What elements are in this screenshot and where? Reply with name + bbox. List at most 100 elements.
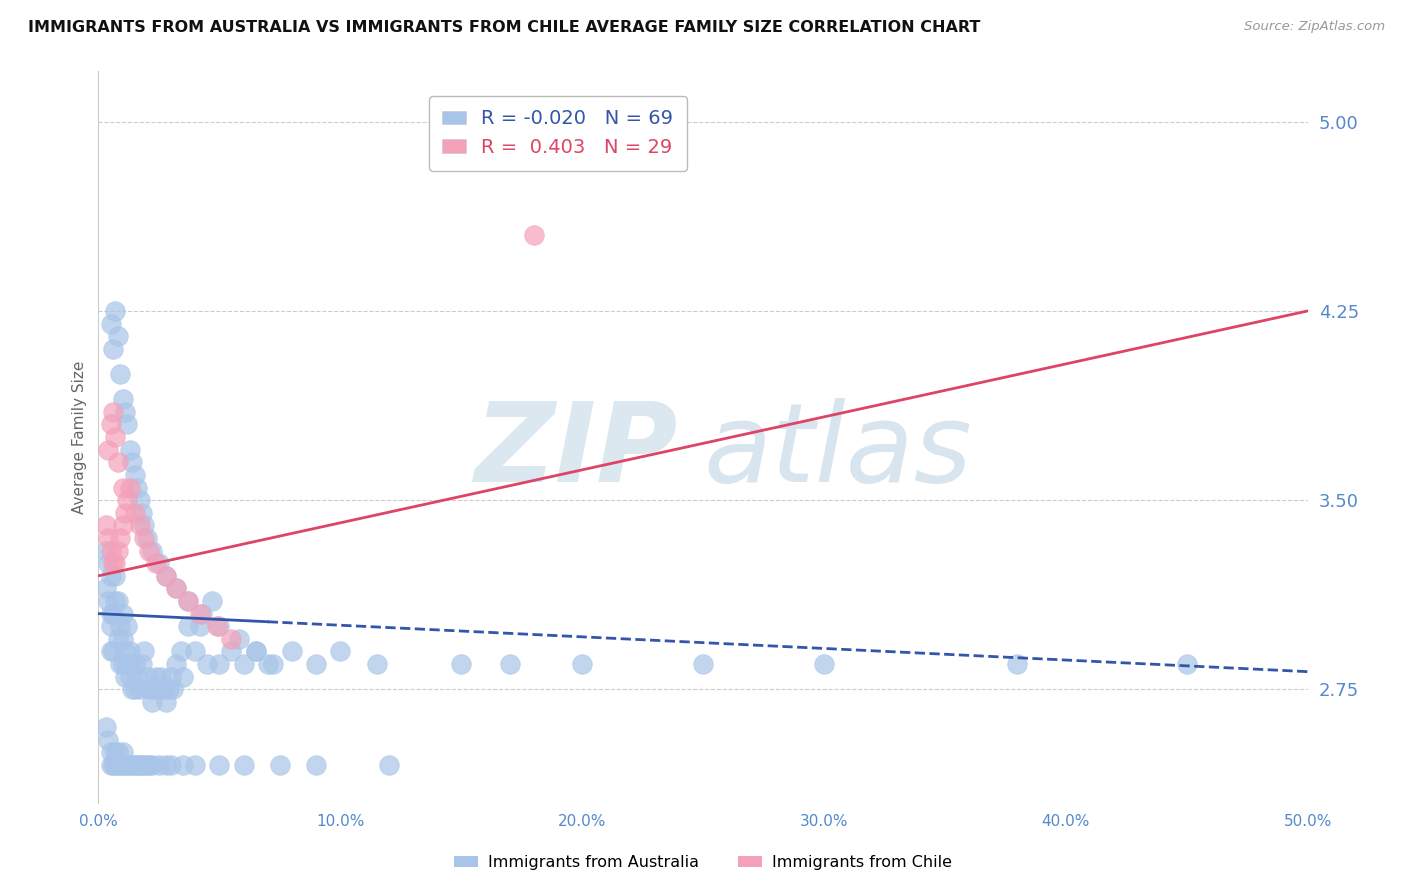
Point [232,657,254,671]
Point [262,657,284,671]
Point [177,594,200,608]
Point [111,607,134,621]
Point [100,317,122,331]
Point [124,467,146,482]
Point [127,481,149,495]
Point [100,758,122,772]
Legend: Immigrants from Australia, Immigrants from Chile: Immigrants from Australia, Immigrants fr… [447,849,959,877]
Point [117,619,139,633]
Point [101,758,124,772]
Point [118,758,141,772]
Point [128,682,150,697]
Point [152,682,174,697]
Point [117,758,139,772]
Point [148,556,170,570]
Point [184,758,207,772]
Point [135,531,157,545]
Point [97,732,120,747]
Point [118,481,141,495]
Point [104,758,127,772]
Point [111,657,134,671]
Point [150,670,173,684]
Text: Source: ZipAtlas.com: Source: ZipAtlas.com [1244,20,1385,33]
Point [107,329,129,343]
Point [1007,657,1029,671]
Point [157,682,180,697]
Point [114,758,136,772]
Point [118,644,141,658]
Point [100,607,122,621]
Point [107,455,129,469]
Point [155,758,177,772]
Point [101,644,124,658]
Point [169,644,191,658]
Y-axis label: Average Family Size: Average Family Size [72,360,87,514]
Point [101,342,124,356]
Point [228,632,250,646]
Point [100,745,122,759]
Point [191,607,214,621]
Point [100,417,122,432]
Point [245,644,267,658]
Point [111,392,134,407]
Point [97,556,120,570]
Point [104,304,127,318]
Point [97,594,120,608]
Point [138,682,160,697]
Point [138,758,160,772]
Point [111,518,134,533]
Point [329,644,352,658]
Text: ZIP: ZIP [475,398,679,505]
Point [172,758,194,772]
Point [94,518,117,533]
Point [108,619,131,633]
Point [104,745,127,759]
Point [571,657,593,671]
Point [131,506,153,520]
Point [121,657,143,671]
Point [205,619,228,633]
Point [162,682,184,697]
Point [124,657,146,671]
Point [128,758,150,772]
Point [100,543,122,558]
Point [165,582,187,596]
Point [305,758,328,772]
Point [221,644,243,658]
Point [305,657,328,671]
Point [148,758,170,772]
Point [124,682,146,697]
Point [100,569,122,583]
Point [523,228,546,243]
Point [134,518,156,533]
Point [107,632,129,646]
Point [117,657,139,671]
Point [1175,657,1198,671]
Point [134,758,156,772]
Point [377,758,399,772]
Point [208,657,231,671]
Point [145,670,167,684]
Point [118,670,141,684]
Point [114,506,136,520]
Point [141,695,163,709]
Point [692,657,714,671]
Point [208,758,231,772]
Point [195,657,218,671]
Point [813,657,835,671]
Point [221,632,243,646]
Point [104,569,127,583]
Point [117,493,139,508]
Point [145,556,167,570]
Point [111,632,134,646]
Point [155,569,177,583]
Point [124,758,146,772]
Point [135,670,157,684]
Point [101,556,124,570]
Point [245,644,267,658]
Point [108,657,131,671]
Point [100,619,122,633]
Point [188,619,211,633]
Point [121,758,143,772]
Point [118,442,141,457]
